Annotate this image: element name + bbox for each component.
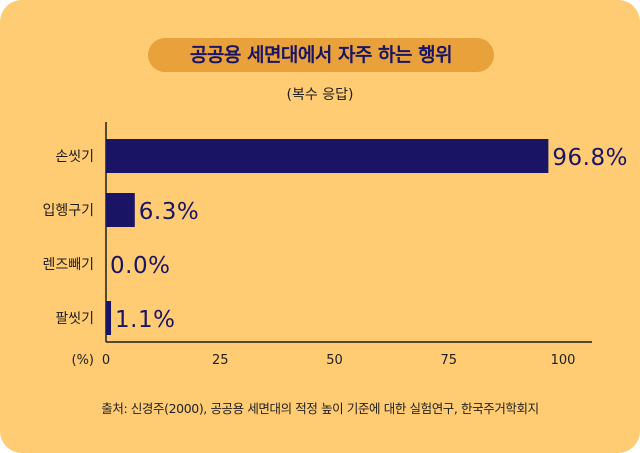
x-tick-label-5: 100 (551, 353, 576, 368)
bar-4 (106, 301, 112, 335)
chart-subtitle: (복수 응답) (286, 87, 354, 103)
category-label-2: 입헹구기 (42, 203, 94, 219)
x-tick-label-3: 50 (326, 353, 343, 368)
x-tick-label-1: 0 (102, 353, 110, 368)
value-label-4: 1.1% (115, 307, 175, 333)
value-label-1: 96.8% (552, 145, 628, 171)
category-label-4: 팔씻기 (55, 311, 94, 327)
x-tick-label-2: 25 (212, 353, 229, 368)
value-label-2: 6.3% (139, 199, 199, 225)
source-note: 출처: 신경주(2000), 공공용 세면대의 적정 높이 기준에 대한 실험연… (101, 401, 539, 416)
x-tick-label-4: 75 (440, 353, 457, 368)
chart-title: 공공용 세면대에서 자주 하는 행위 (148, 38, 494, 72)
value-label-3: 0.0% (110, 253, 170, 279)
bar-1 (106, 139, 549, 173)
category-label-3: 렌즈빼기 (42, 257, 94, 273)
x-axis-unit-label: (%) (72, 353, 95, 368)
category-label-1: 손씻기 (55, 149, 94, 165)
bar-2 (106, 193, 135, 227)
